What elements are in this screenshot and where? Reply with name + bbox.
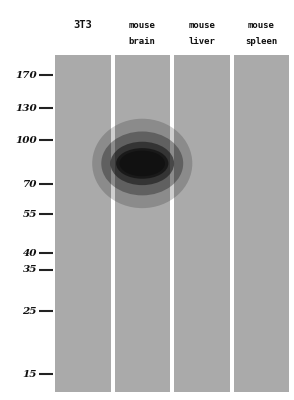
Text: 70: 70 [23, 180, 37, 189]
Ellipse shape [116, 148, 168, 179]
Bar [55, 55, 111, 392]
Ellipse shape [110, 142, 174, 185]
Text: mouse: mouse [248, 20, 275, 30]
Ellipse shape [92, 119, 192, 208]
Text: 100: 100 [15, 136, 37, 145]
Text: spleen: spleen [245, 36, 277, 46]
Ellipse shape [101, 132, 183, 195]
Text: mouse: mouse [188, 20, 215, 30]
Text: mouse: mouse [129, 20, 156, 30]
Text: 15: 15 [23, 370, 37, 379]
Text: 3T3: 3T3 [74, 20, 92, 30]
Bar [114, 55, 170, 392]
Text: 170: 170 [15, 70, 37, 80]
Text: 55: 55 [23, 210, 37, 219]
Ellipse shape [119, 151, 165, 176]
Text: 130: 130 [15, 104, 37, 113]
Bar [174, 55, 230, 392]
Text: brain: brain [129, 36, 156, 46]
Text: 40: 40 [23, 249, 37, 258]
Text: 25: 25 [23, 307, 37, 316]
Text: 35: 35 [23, 265, 37, 274]
Bar [233, 55, 289, 392]
Text: liver: liver [188, 36, 215, 46]
